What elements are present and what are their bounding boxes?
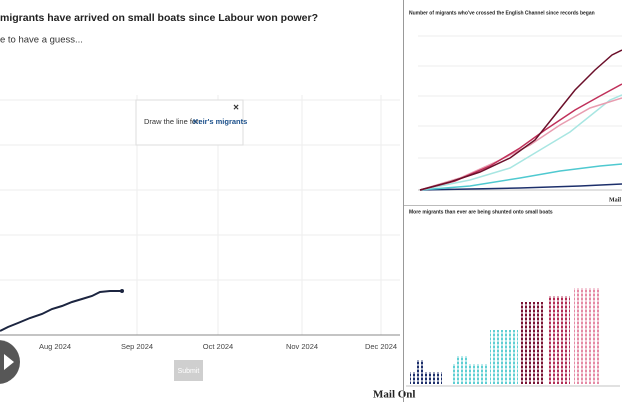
submit-label: Submit: [178, 368, 200, 375]
top-title: Number of migrants who've crossed the En…: [409, 10, 595, 16]
top-logo: Mail: [609, 197, 621, 203]
x-label: Oct 2024: [203, 342, 233, 351]
logo: Mail Onl: [373, 389, 415, 401]
user-line: [0, 290, 122, 332]
title: migrants have arrived on small boats sin…: [0, 12, 318, 24]
x-label: Nov 2024: [286, 342, 318, 351]
right-top-chart: Number of migrants who've crossed the En…: [409, 10, 622, 203]
x-label: Dec 2024: [365, 342, 397, 351]
line-end: [120, 289, 124, 293]
x-label: Sep 2024: [121, 342, 153, 351]
popup-name: Keir's migrants: [193, 117, 247, 126]
bottom-title: More migrants than ever are being shunte…: [409, 209, 553, 215]
subtitle: e to have a guess...: [0, 35, 83, 46]
popup: [135, 99, 244, 146]
popup-prompt: Draw the line for:: [144, 117, 201, 126]
right-bottom-chart: More migrants than ever are being shunte…: [406, 209, 620, 387]
left-panel: migrants have arrived on small boats sin…: [0, 12, 415, 401]
x-label: Aug 2024: [39, 342, 71, 351]
submit-button[interactable]: [174, 360, 203, 381]
play-icon: [4, 354, 14, 370]
popup-close[interactable]: ×: [233, 103, 239, 114]
